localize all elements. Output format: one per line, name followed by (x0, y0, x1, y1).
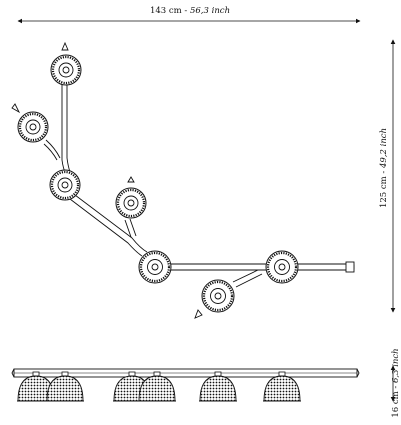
length-metric: 125 cm (379, 176, 389, 208)
length-imperial: 49,2 inch (379, 128, 389, 169)
side-dome-6 (263, 371, 301, 402)
side-dome-4 (138, 371, 176, 402)
height-dimension-label: 16 cm - 6,3 inch (391, 348, 401, 417)
side-dome-5 (199, 371, 237, 402)
shade-top (50, 54, 82, 86)
end-cap-1 (61, 41, 69, 51)
length-dimension-label: 125 cm - 49,2 inch (379, 128, 389, 208)
height-imperial: 6,3 inch (391, 348, 401, 383)
width-metric: 143 cm (150, 6, 182, 16)
shade-center (115, 187, 147, 219)
width-dimension-label: 143 cm - 56,3 inch (150, 6, 230, 16)
length-dimension: 125 cm - 49,2 inch (379, 39, 396, 313)
shade-bottom (201, 279, 235, 313)
shade-upper-left (17, 111, 49, 143)
top-view-end-caps (11, 41, 355, 319)
side-dome-2 (46, 371, 84, 402)
top-view-branches (43, 84, 355, 288)
width-dimension: 143 cm - 56,3 inch (17, 6, 361, 24)
end-cap-3 (127, 176, 135, 183)
length-separator: - (379, 168, 389, 176)
height-separator: - (391, 383, 401, 391)
shade-right (265, 250, 299, 284)
end-cap-5 (345, 261, 355, 273)
side-view (11, 368, 360, 402)
height-dimension: 16 cm - 6,3 inch (390, 348, 401, 418)
end-cap-2 (11, 103, 21, 114)
width-separator: - (182, 6, 190, 16)
height-metric: 16 cm (391, 391, 401, 417)
top-view-shades (17, 54, 299, 313)
shade-lower-center (138, 250, 172, 284)
end-cap-4 (194, 309, 203, 319)
width-imperial: 56,3 inch (190, 6, 230, 16)
shade-mid-left (49, 169, 81, 201)
